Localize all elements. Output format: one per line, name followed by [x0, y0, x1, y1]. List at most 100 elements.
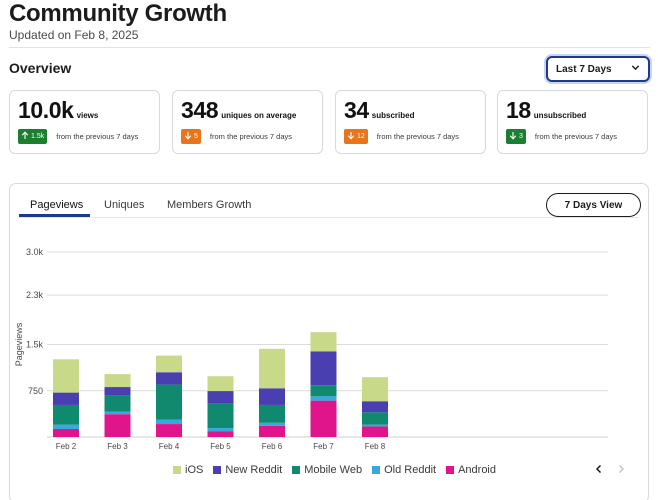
bar-segment-android — [53, 428, 79, 437]
bar-segment-new-reddit — [362, 401, 388, 413]
legend-item[interactable]: Old Reddit — [372, 464, 436, 476]
legend-swatch — [446, 466, 455, 474]
bar-segment-ios — [53, 359, 79, 393]
bar-segment-android — [310, 400, 337, 437]
bar-segment-new-reddit — [156, 372, 182, 385]
arrow-down-icon — [184, 131, 192, 142]
x-tick-label: Feb 3 — [107, 442, 128, 451]
bar-segment-old-reddit — [156, 419, 182, 425]
bar-segment-android — [207, 431, 234, 437]
bar-segment-new-reddit — [53, 392, 79, 405]
stat-card-subscribed: 34 subscribed 12 from the previous 7 day… — [335, 90, 486, 154]
bar-segment-mobile-web — [207, 403, 234, 429]
legend-label: iOS — [185, 464, 204, 476]
date-range-value: Last 7 Days — [556, 63, 612, 75]
legend-label: Android — [458, 464, 496, 476]
bar-segment-old-reddit — [53, 424, 79, 429]
stat-unit: views — [76, 111, 99, 120]
bar-segment-ios — [104, 374, 131, 388]
seven-days-view-button[interactable]: 7 Days View — [546, 193, 641, 217]
stat-card-uniques: 348 uniques on average 5 from the previo… — [172, 90, 323, 154]
stat-compare-text: from the previous 7 days — [56, 132, 139, 141]
bar-segment-ios — [259, 348, 285, 389]
bar-segment-android — [156, 424, 182, 437]
y-tick-label: 750 — [28, 386, 43, 396]
bar-segment-mobile-web — [362, 412, 388, 425]
legend-label: New Reddit — [225, 464, 283, 476]
legend-item[interactable]: Android — [446, 464, 496, 476]
tab-pageviews[interactable]: Pageviews — [30, 199, 84, 211]
stat-card-unsubscribed: 18 unsubscribed 3 from the previous 7 da… — [497, 90, 648, 154]
stat-value: 34 — [344, 97, 369, 123]
arrow-up-icon — [21, 131, 29, 142]
x-tick-label: Feb 2 — [56, 442, 77, 451]
bar-segment-ios — [310, 332, 337, 352]
legend-item[interactable]: Mobile Web — [292, 464, 362, 476]
legend-swatch — [173, 466, 181, 474]
x-tick-label: Feb 4 — [159, 442, 180, 451]
bar-segment-old-reddit — [259, 422, 285, 426]
stat-value: 18 — [506, 97, 531, 123]
tabs-divider — [19, 217, 639, 218]
chevron-left-icon[interactable] — [592, 462, 606, 476]
stat-card-views: 10.0k views 1.5k from the previous 7 day… — [9, 90, 160, 154]
bar-segment-android — [362, 426, 388, 437]
x-tick-label: Feb 7 — [313, 442, 334, 451]
stat-unit: unsubscribed — [533, 111, 587, 120]
legend-label: Old Reddit — [384, 464, 437, 476]
delta-badge: 3 — [506, 129, 526, 144]
stat-value: 10.0k — [18, 97, 74, 123]
legend-swatch — [292, 466, 301, 474]
overview-title: Overview — [9, 60, 72, 76]
delta-value: 5 — [194, 133, 198, 140]
x-tick-label: Feb 5 — [210, 442, 231, 451]
x-tick-label: Feb 6 — [262, 442, 283, 451]
y-tick-label: 3.0k — [26, 247, 44, 257]
arrow-down-icon — [509, 131, 517, 142]
y-tick-label: 2.3k — [26, 290, 44, 300]
bar-segment-old-reddit — [207, 428, 234, 432]
bar-segment-android — [259, 425, 285, 437]
bar-segment-ios — [156, 355, 182, 373]
legend-label: Mobile Web — [304, 464, 363, 476]
legend-item[interactable]: New Reddit — [213, 464, 282, 476]
stat-unit: uniques on average — [221, 111, 297, 120]
chart-legend: iOS New Reddit Mobile Web Old Reddit Android — [173, 464, 496, 476]
bar-segment-mobile-web — [104, 395, 131, 412]
chart-card: Pageviews Uniques Members Growth 7 Days … — [9, 183, 649, 500]
tab-active-indicator — [19, 214, 90, 217]
stat-value: 348 — [181, 97, 219, 123]
bar-segment-new-reddit — [259, 388, 285, 405]
header-divider — [9, 47, 650, 48]
delta-value: 3 — [519, 133, 523, 140]
x-tick-label: Feb 8 — [365, 442, 386, 451]
bar-segment-ios — [362, 377, 388, 402]
y-axis-title: Pageviews — [14, 322, 24, 366]
tab-members-growth[interactable]: Members Growth — [167, 199, 252, 211]
delta-value: 1.5k — [31, 133, 45, 140]
stat-compare-text: from the previous 7 days — [376, 132, 459, 141]
y-tick-label: 1.5k — [26, 340, 44, 350]
bar-segment-old-reddit — [104, 411, 131, 415]
bar-segment-mobile-web — [310, 385, 337, 397]
delta-badge: 5 — [181, 129, 201, 144]
stat-compare-text: from the previous 7 days — [209, 132, 293, 141]
tab-uniques[interactable]: Uniques — [104, 199, 145, 211]
bar-segment-ios — [207, 376, 234, 392]
legend-swatch — [372, 466, 381, 474]
bar-segment-old-reddit — [362, 424, 388, 427]
stat-unit: subscribed — [371, 111, 415, 120]
page-title: Community Growth — [9, 0, 227, 27]
chevron-right-icon[interactable] — [614, 462, 628, 476]
bar-segment-new-reddit — [310, 351, 337, 386]
stat-compare-text: from the previous 7 days — [534, 132, 618, 141]
bar-segment-new-reddit — [207, 391, 234, 404]
arrow-down-icon — [347, 131, 355, 142]
legend-item[interactable]: iOS — [173, 464, 203, 476]
date-range-select[interactable]: Last 7 Days — [546, 56, 650, 82]
delta-badge: 12 — [344, 129, 368, 144]
bar-segment-mobile-web — [156, 384, 182, 420]
last-updated-text: Updated on Feb 8, 2025 — [9, 28, 139, 42]
delta-badge: 1.5k — [18, 129, 48, 144]
delta-value: 12 — [357, 133, 365, 140]
